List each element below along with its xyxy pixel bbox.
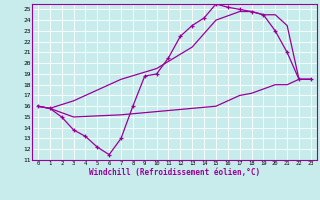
X-axis label: Windchill (Refroidissement éolien,°C): Windchill (Refroidissement éolien,°C) [89, 168, 260, 177]
